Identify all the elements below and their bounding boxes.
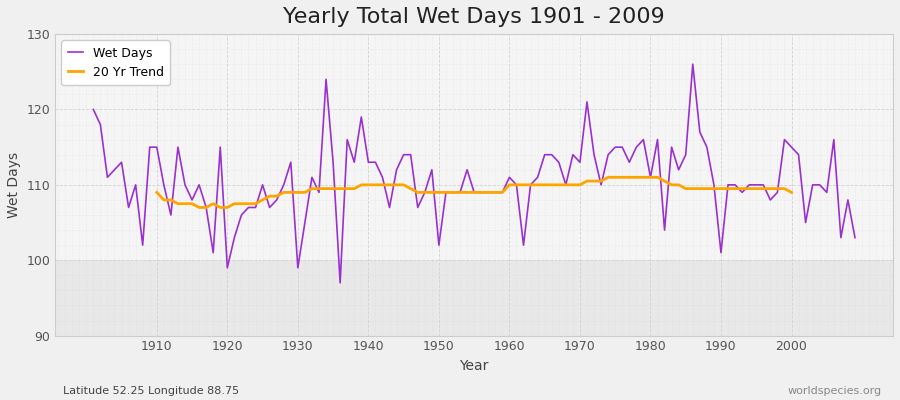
Text: worldspecies.org: worldspecies.org	[788, 386, 882, 396]
Wet Days	[300, 220, 310, 225]
Bar	[55, 260, 893, 336]
Wet Days	[349, 160, 360, 165]
20 Yr Trend	[236, 201, 247, 206]
Wet Days	[850, 235, 860, 240]
Y-axis label: Wet Days: Wet Days	[7, 152, 21, 218]
Title: Yearly Total Wet Days 1901 - 2009: Yearly Total Wet Days 1901 - 2009	[284, 7, 665, 27]
Wet Days	[511, 182, 522, 187]
20 Yr Trend	[603, 175, 614, 180]
20 Yr Trend	[526, 182, 536, 187]
20 Yr Trend	[151, 190, 162, 195]
Line: Wet Days: Wet Days	[94, 64, 855, 283]
20 Yr Trend	[701, 186, 712, 191]
Wet Days	[144, 145, 155, 150]
20 Yr Trend	[307, 186, 318, 191]
Wet Days	[596, 182, 607, 187]
Text: Latitude 52.25 Longitude 88.75: Latitude 52.25 Longitude 88.75	[63, 386, 239, 396]
20 Yr Trend	[320, 186, 331, 191]
Wet Days	[504, 175, 515, 180]
20 Yr Trend	[779, 186, 790, 191]
X-axis label: Year: Year	[460, 359, 489, 373]
Line: 20 Yr Trend: 20 Yr Trend	[157, 177, 791, 208]
Wet Days	[88, 107, 99, 112]
Legend: Wet Days, 20 Yr Trend: Wet Days, 20 Yr Trend	[61, 40, 170, 85]
Wet Days	[335, 280, 346, 285]
20 Yr Trend	[194, 205, 204, 210]
Wet Days	[688, 62, 698, 67]
20 Yr Trend	[786, 190, 796, 195]
